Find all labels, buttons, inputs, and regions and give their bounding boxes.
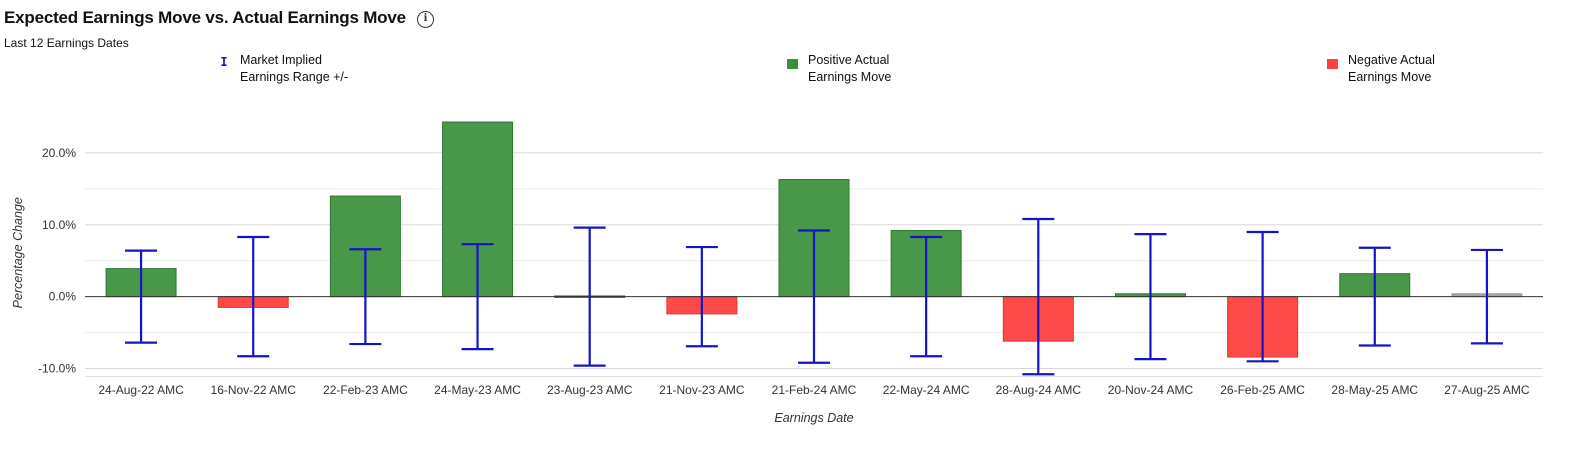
x-tick-label: 20-Nov-24 AMC (1108, 383, 1194, 397)
x-tick-label: 23-Aug-23 AMC (547, 383, 633, 397)
implied-range-bar (1022, 217, 1055, 376)
info-icon[interactable]: i (417, 11, 434, 28)
x-tick-label: 21-Feb-24 AMC (772, 383, 857, 397)
implied-range-bar (237, 235, 270, 358)
legend-label-range: Market Implied Earnings Range +/- (240, 53, 349, 84)
y-tick-label: 10.0% (42, 218, 76, 232)
chart-title: Expected Earnings Move vs. Actual Earnin… (4, 8, 406, 27)
legend-item-negative[interactable]: Negative Actual Earnings Move (1326, 52, 1435, 86)
y-tick-label: -10.0% (38, 362, 76, 376)
implied-range-bar (798, 229, 830, 364)
implied-range-bar (349, 248, 382, 346)
x-tick-label: 28-Aug-24 AMC (996, 383, 1082, 397)
x-tick-label: 21-Nov-23 AMC (659, 383, 745, 397)
implied-range-bar (125, 249, 158, 344)
x-axis-title: Earnings Date (774, 411, 853, 425)
implied-range-bar (1246, 230, 1279, 363)
x-tick-label: 26-Feb-25 AMC (1220, 383, 1305, 397)
negative-swatch-icon (1326, 59, 1338, 69)
legend-label-positive: Positive Actual Earnings Move (808, 53, 892, 84)
y-tick-label: 20.0% (42, 146, 76, 160)
range-marker-icon: I (220, 55, 228, 69)
positive-swatch-icon (786, 59, 798, 69)
implied-range-bar (1470, 248, 1503, 345)
x-tick-label: 22-Feb-23 AMC (323, 383, 408, 397)
legend-item-positive[interactable]: Positive Actual Earnings Move (786, 52, 891, 86)
legend-item-range[interactable]: I Market Implied Earnings Range +/- (218, 52, 348, 86)
implied-range-bar (573, 226, 606, 367)
implied-range-bar (1358, 246, 1391, 347)
x-tick-label: 28-May-25 AMC (1331, 383, 1418, 397)
y-tick-label: 0.0% (49, 290, 77, 304)
implied-range-bar (685, 245, 718, 348)
legend-label-negative: Negative Actual Earnings Move (1348, 53, 1435, 84)
x-tick-label: 22-May-24 AMC (883, 383, 970, 397)
x-tick-label: 24-May-23 AMC (434, 383, 521, 397)
x-tick-label: 24-Aug-22 AMC (98, 383, 184, 397)
chart-subtitle: Last 12 Earnings Dates (4, 36, 129, 50)
implied-range-bar (461, 243, 494, 351)
x-tick-label: 27-Aug-25 AMC (1444, 383, 1530, 397)
x-tick-label: 16-Nov-22 AMC (211, 383, 297, 397)
y-axis-title: Percentage Change (11, 197, 25, 308)
implied-range-bar (910, 235, 943, 358)
implied-range-bar (1134, 233, 1167, 361)
